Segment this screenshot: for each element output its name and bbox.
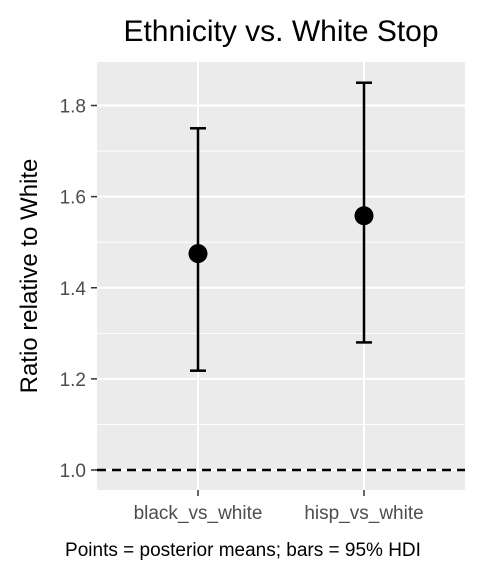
- y-tick-label: 1.0: [60, 461, 86, 482]
- chart-caption: Points = posterior means; bars = 95% HDI: [65, 540, 421, 561]
- point-hisp_vs_white: [354, 206, 374, 226]
- y-tick-label: 1.2: [60, 370, 86, 391]
- x-axis: black_vs_white hisp_vs_white: [134, 490, 424, 524]
- y-axis: 1.0 1.2 1.4 1.6 1.8: [60, 97, 97, 482]
- y-tick-label: 1.8: [60, 97, 86, 118]
- y-axis-label: Ratio relative to White: [16, 159, 43, 394]
- point-black_vs_white: [188, 244, 208, 264]
- data-marks: [188, 81, 374, 372]
- plot-panel: [97, 62, 465, 490]
- x-tick-label: hisp_vs_white: [304, 503, 423, 524]
- chart-title: Ethnicity vs. White Stop: [123, 15, 438, 48]
- x-tick-label: black_vs_white: [134, 503, 263, 524]
- y-tick-label: 1.6: [60, 188, 86, 209]
- y-tick-label: 1.4: [60, 279, 87, 300]
